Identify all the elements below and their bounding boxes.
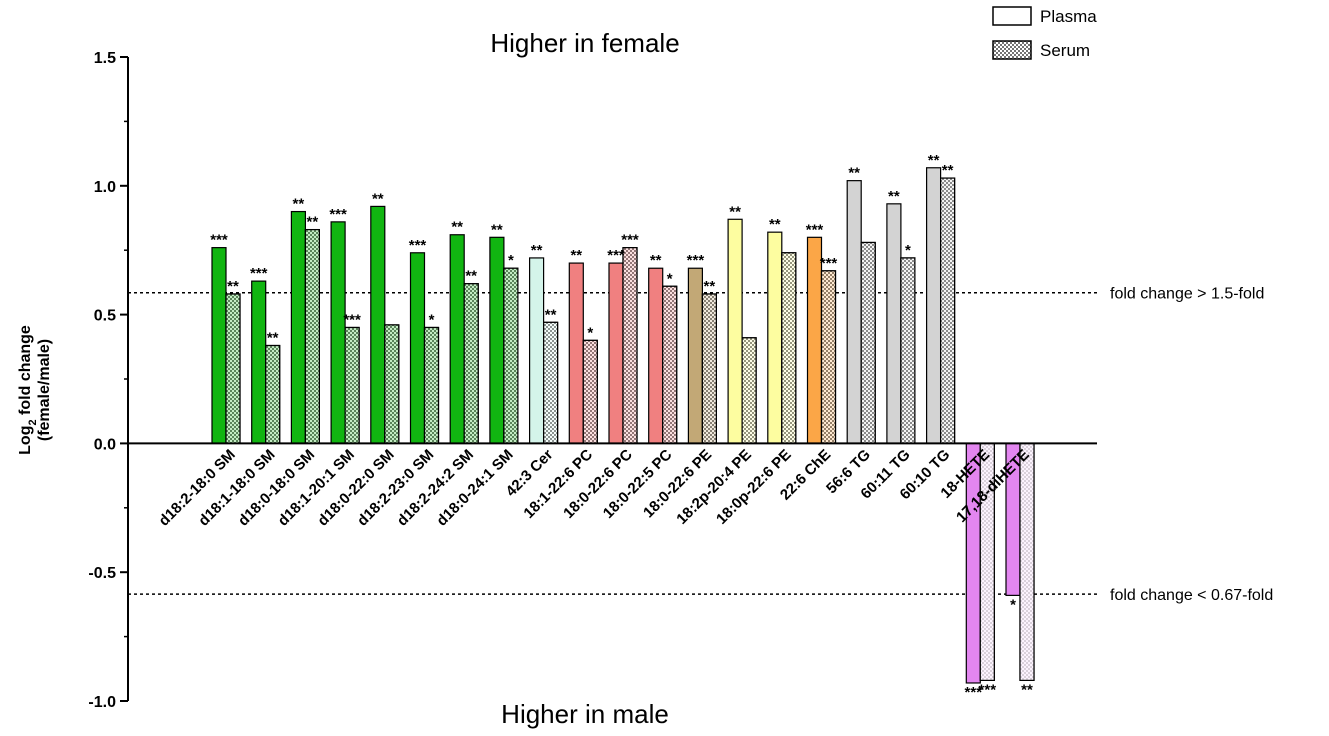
significance-plasma-7: ** [491, 221, 503, 238]
significance-plasma-12: *** [687, 252, 705, 269]
bar-pattern-18 [939, 177, 956, 445]
significance-serum-3: *** [343, 311, 361, 328]
significance-plasma-0: *** [210, 232, 228, 249]
bar-plasma-14 [767, 231, 783, 444]
significance-serum-1: ** [267, 330, 279, 347]
bar-plasma-11 [648, 267, 664, 444]
significance-plasma-14: ** [769, 216, 781, 233]
significance-serum-12: ** [704, 278, 716, 295]
legend: Plasma Serum [992, 6, 1097, 60]
significance-plasma-3: *** [329, 206, 347, 223]
reference-lines: fold change > 1.5-fold fold change < 0.67… [128, 286, 1273, 604]
significance-serum-8: ** [545, 306, 557, 323]
significance-serum-19: *** [979, 681, 997, 698]
legend-label-serum: Serum [1040, 41, 1090, 60]
reference-line-label-0: fold change > 1.5-fold [1110, 286, 1264, 303]
significance-plasma-16: ** [848, 165, 860, 182]
legend-label-plasma: Plasma [1040, 7, 1097, 26]
significance-serum-2: ** [307, 214, 319, 231]
bar-pattern-8 [542, 321, 559, 445]
bar-pattern-9 [582, 339, 598, 444]
bar-pattern-13 [741, 337, 757, 444]
significance-plasma-1: *** [250, 265, 268, 282]
bar-plasma-7 [489, 236, 505, 445]
bar-pattern-2 [304, 228, 320, 444]
bar-pattern-4 [384, 324, 400, 444]
bar-pattern-1 [265, 344, 281, 444]
significance-plasma-15: *** [806, 221, 824, 238]
reference-line-label-1: fold change < 0.67-fold [1110, 587, 1273, 604]
significance-plasma-11: ** [650, 252, 662, 269]
significance-serum-17: * [905, 242, 911, 259]
bar-pattern-17 [900, 257, 916, 445]
y-tick-label-5: -1.0 [88, 694, 116, 711]
y-tick-label-1: 1.0 [94, 179, 116, 196]
bar-pattern-11 [662, 285, 678, 445]
significance-plasma-4: ** [372, 190, 384, 207]
bar-pattern-6 [463, 283, 479, 444]
significance-serum-7: * [508, 252, 514, 269]
legend-swatch-serum [992, 40, 1032, 60]
significance-plasma-9: ** [570, 247, 582, 264]
y-axis-title: Log2 fold change (female/male) [17, 325, 53, 455]
significance-plasma-13: ** [729, 203, 741, 220]
significance-serum-5: * [429, 311, 435, 328]
significance-serum-18: ** [942, 162, 954, 179]
bar-pattern-5 [423, 326, 440, 445]
y-tick-label-4: -0.5 [88, 565, 116, 582]
significance-plasma-5: *** [409, 237, 427, 254]
significance-serum-10: *** [621, 232, 639, 249]
bar-pattern-7 [503, 267, 519, 444]
significance-plasma-19: *** [965, 684, 983, 701]
bar-plasma-10 [608, 262, 624, 444]
bar-plasma-8 [528, 257, 545, 445]
legend-swatch-plasma [992, 6, 1032, 26]
y-axis-title-line1: Log2 fold change [17, 325, 39, 455]
axes-group: 1.5 1.0 0.5 0.0 -0.5 -1.0 [88, 50, 1097, 711]
bar-pattern-0 [225, 293, 241, 445]
bar-pattern-20 [1019, 442, 1035, 681]
bar-plasma-18 [925, 167, 942, 444]
significance-plasma-20: * [1010, 596, 1016, 613]
bar-plasma-12 [687, 267, 704, 444]
bar-plasma-17 [886, 203, 902, 444]
significance-plasma-10: *** [607, 247, 625, 264]
y-axis-title-line2: (female/male) [36, 339, 53, 441]
significance-serum-9: * [587, 324, 593, 341]
bar-pattern-3 [344, 326, 360, 445]
bar-plasma-3 [330, 221, 346, 444]
significance-serum-0: ** [227, 278, 239, 295]
y-tick-label-0: 1.5 [94, 50, 116, 67]
significance-serum-6: ** [465, 268, 477, 285]
significance-plasma-6: ** [451, 219, 463, 236]
significance-serum-11: * [667, 270, 673, 287]
bar-pattern-16 [860, 241, 876, 444]
bar-plasma-1 [251, 280, 267, 444]
bottom-annotation: Higher in male [501, 699, 669, 729]
significance-serum-15: *** [820, 255, 838, 272]
significance-serum-20: ** [1021, 681, 1033, 698]
bar-plasma-0 [211, 247, 227, 444]
bar-plasma-16 [846, 180, 862, 445]
bars-group [211, 167, 1035, 684]
bar-pattern-14 [781, 252, 797, 444]
y-tick-label-3: 0.0 [94, 436, 116, 453]
bar-plasma-9 [568, 262, 584, 444]
bar-plasma-5 [409, 252, 426, 444]
bar-plasma-2 [290, 210, 306, 444]
y-tick-label-2: 0.5 [94, 308, 116, 325]
bar-plasma-6 [449, 234, 465, 445]
significance-plasma-8: ** [531, 242, 543, 259]
significance-plasma-2: ** [293, 196, 305, 213]
bar-plasma-4 [370, 205, 386, 445]
top-annotation: Higher in female [490, 28, 679, 58]
significance-plasma-17: ** [888, 188, 900, 205]
bar-pattern-10 [622, 247, 638, 444]
significance-plasma-18: ** [928, 152, 940, 169]
bar-pattern-12 [701, 293, 718, 445]
bar-pattern-15 [820, 270, 837, 445]
bar-plasma-13 [727, 218, 743, 444]
